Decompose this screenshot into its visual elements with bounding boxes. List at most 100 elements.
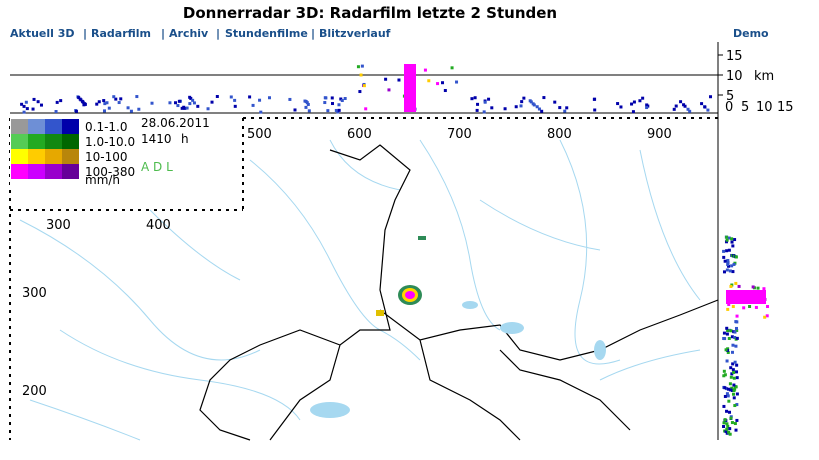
echo-cell: [735, 320, 739, 324]
echo-cell: [733, 422, 737, 426]
echo-cell: [674, 104, 678, 108]
nav-link[interactable]: Radarfilm: [91, 27, 151, 40]
nav-separator: |: [311, 27, 315, 40]
nav-link[interactable]: Archiv: [169, 27, 209, 40]
echo-cell: [129, 109, 133, 113]
echo-cell: [196, 104, 200, 108]
echo-cell: [168, 101, 172, 105]
echo-cell: [180, 106, 184, 110]
echo-cell: [728, 382, 732, 386]
echo-cell: [337, 103, 341, 107]
echo-cell: [137, 107, 141, 111]
echo-core: [726, 290, 766, 304]
width-tick-label: 10: [756, 100, 773, 115]
echo-cell: [267, 96, 271, 100]
echo-cell: [724, 348, 728, 352]
echo-cell: [726, 348, 730, 352]
echo-cell: [735, 376, 739, 380]
echo-cell: [519, 104, 523, 108]
echo-cell: [54, 110, 58, 114]
echo-cell: [470, 97, 474, 101]
echo-cell: [731, 368, 735, 372]
echo-cell: [553, 100, 557, 104]
echo-cell: [537, 107, 541, 111]
height-tick-label: 15: [726, 49, 743, 64]
map-y-label: 300: [22, 286, 47, 301]
echo-cell: [641, 96, 645, 100]
legend-swatch: [28, 149, 45, 164]
echo-cell: [337, 108, 341, 112]
echo-cell: [514, 105, 518, 109]
echo-cell: [397, 78, 401, 82]
echo-cell: [455, 80, 459, 84]
width-tick-label: 5: [741, 100, 749, 115]
demo-link[interactable]: Demo: [733, 27, 769, 40]
echo-cell: [733, 336, 737, 340]
map: [9, 117, 719, 441]
echo-cell: [229, 95, 233, 99]
echo-cell: [427, 79, 431, 83]
echo-cell: [725, 268, 729, 272]
echo-cell: [103, 102, 107, 106]
echo-cell: [135, 95, 139, 99]
echo-cell: [288, 97, 292, 101]
echo-cell: [756, 286, 760, 290]
echo-cell: [59, 99, 63, 103]
echo-cell: [722, 404, 726, 408]
echo-cell: [733, 238, 737, 242]
width-tick-label: 0: [725, 100, 733, 115]
echo-cell: [259, 110, 263, 114]
echo-cell: [762, 287, 766, 291]
echo-cell: [206, 107, 210, 111]
legend-swatch: [45, 134, 62, 149]
echo-cell: [83, 102, 87, 106]
echo-cell: [529, 100, 533, 104]
legend-swatch: [11, 119, 28, 134]
echo-cell: [686, 107, 690, 111]
echo-cell: [387, 88, 391, 92]
echo-cell: [150, 101, 154, 105]
echo-cell: [334, 108, 338, 112]
echo-cell: [703, 105, 707, 109]
echo-cell: [185, 106, 189, 110]
echo-cell: [248, 95, 252, 99]
echo-cell: [119, 97, 123, 101]
echo-cell: [723, 418, 727, 422]
echo-cell: [730, 389, 734, 393]
echo-cell: [724, 429, 728, 433]
echo-cell: [326, 109, 330, 113]
echo-cell: [176, 104, 180, 108]
legend-time-unit: h: [181, 132, 189, 146]
echo-cell: [726, 329, 730, 333]
echo-cell: [725, 326, 729, 330]
echo-cell: [679, 100, 683, 104]
legend-class: 100-380: [85, 165, 135, 179]
echo-cell: [105, 101, 109, 105]
legend-swatch: [45, 149, 62, 164]
echo-cell: [112, 95, 116, 99]
legend-swatch: [45, 164, 62, 179]
echo-cell: [726, 394, 730, 398]
echo-cell: [727, 430, 731, 434]
echo-cell: [55, 100, 59, 104]
echo-cell: [734, 281, 738, 285]
nav-link[interactable]: Stundenfilme: [225, 27, 308, 40]
nav-link[interactable]: Blitzverlauf: [319, 27, 391, 40]
echo-cell: [535, 105, 539, 109]
echo-cell: [722, 255, 726, 259]
echo-cell: [722, 424, 726, 428]
echo-cell: [503, 107, 507, 111]
echo-cell: [726, 307, 730, 311]
echo-cell: [727, 336, 731, 340]
echo-cell: [727, 264, 731, 268]
echo-cell: [177, 99, 181, 103]
echo-cell: [728, 269, 732, 273]
echo-cell: [233, 98, 237, 102]
echo-cell: [726, 347, 730, 351]
echo-cell: [730, 372, 734, 376]
echo-cell: [323, 101, 327, 105]
nav-link[interactable]: Aktuell 3D: [10, 27, 75, 40]
legend-swatch: [62, 149, 79, 164]
echo-cell: [726, 350, 730, 354]
